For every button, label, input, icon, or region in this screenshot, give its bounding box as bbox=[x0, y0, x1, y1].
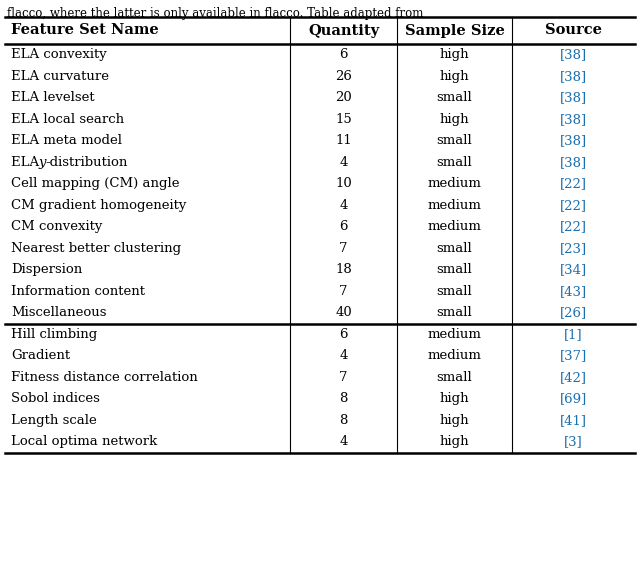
Text: high: high bbox=[440, 113, 469, 126]
Text: Sample Size: Sample Size bbox=[404, 24, 504, 37]
Text: medium: medium bbox=[428, 177, 481, 190]
Text: Nearest better clustering: Nearest better clustering bbox=[11, 242, 181, 255]
Text: small: small bbox=[436, 91, 472, 104]
Text: Sobol indices: Sobol indices bbox=[11, 392, 100, 405]
Text: medium: medium bbox=[428, 220, 481, 233]
Text: 6: 6 bbox=[339, 48, 348, 62]
Text: Information content: Information content bbox=[11, 285, 145, 298]
Text: 6: 6 bbox=[339, 328, 348, 341]
Text: ELA levelset: ELA levelset bbox=[11, 91, 95, 104]
Text: Local optima network: Local optima network bbox=[11, 435, 157, 448]
Text: 10: 10 bbox=[335, 177, 352, 190]
Text: 7: 7 bbox=[339, 242, 348, 255]
Text: y: y bbox=[38, 156, 45, 168]
Text: high: high bbox=[440, 435, 469, 448]
Text: 15: 15 bbox=[335, 113, 352, 126]
Text: small: small bbox=[436, 285, 472, 298]
Text: Cell mapping (CM) angle: Cell mapping (CM) angle bbox=[11, 177, 179, 190]
Text: Length scale: Length scale bbox=[11, 414, 97, 427]
Text: 11: 11 bbox=[335, 134, 352, 147]
Text: 20: 20 bbox=[335, 91, 352, 104]
Text: [3]: [3] bbox=[564, 435, 583, 448]
Text: 4: 4 bbox=[339, 435, 348, 448]
Text: Dispersion: Dispersion bbox=[11, 263, 83, 276]
Text: Fitness distance correlation: Fitness distance correlation bbox=[11, 371, 198, 384]
Text: 7: 7 bbox=[339, 285, 348, 298]
Text: [37]: [37] bbox=[560, 349, 587, 362]
Text: -distribution: -distribution bbox=[45, 156, 127, 168]
Text: CM gradient homogeneity: CM gradient homogeneity bbox=[11, 199, 186, 212]
Text: small: small bbox=[436, 371, 472, 384]
Text: [34]: [34] bbox=[560, 263, 587, 276]
Text: [42]: [42] bbox=[560, 371, 587, 384]
Text: small: small bbox=[436, 306, 472, 319]
Text: [69]: [69] bbox=[560, 392, 587, 405]
Text: [22]: [22] bbox=[560, 220, 587, 233]
Text: small: small bbox=[436, 263, 472, 276]
Text: [22]: [22] bbox=[560, 199, 587, 212]
Text: high: high bbox=[440, 48, 469, 62]
Text: small: small bbox=[436, 134, 472, 147]
Text: 4: 4 bbox=[339, 349, 348, 362]
Text: 8: 8 bbox=[339, 392, 348, 405]
Text: [22]: [22] bbox=[560, 177, 587, 190]
Text: 26: 26 bbox=[335, 70, 352, 83]
Text: [38]: [38] bbox=[560, 156, 587, 168]
Text: CM convexity: CM convexity bbox=[11, 220, 102, 233]
Text: Gradient: Gradient bbox=[11, 349, 70, 362]
Text: small: small bbox=[436, 156, 472, 168]
Text: Quantity: Quantity bbox=[308, 24, 379, 37]
Text: 7: 7 bbox=[339, 371, 348, 384]
Text: 18: 18 bbox=[335, 263, 352, 276]
Text: Miscellaneous: Miscellaneous bbox=[11, 306, 106, 319]
Text: [38]: [38] bbox=[560, 70, 587, 83]
Text: small: small bbox=[436, 242, 472, 255]
Text: ELA convexity: ELA convexity bbox=[11, 48, 107, 62]
Text: Source: Source bbox=[545, 24, 602, 37]
Text: 4: 4 bbox=[339, 199, 348, 212]
Text: medium: medium bbox=[428, 199, 481, 212]
Text: [43]: [43] bbox=[560, 285, 587, 298]
Text: Feature Set Name: Feature Set Name bbox=[11, 24, 159, 37]
Text: ELA curvature: ELA curvature bbox=[11, 70, 109, 83]
Text: high: high bbox=[440, 414, 469, 427]
Text: [41]: [41] bbox=[560, 414, 587, 427]
Text: high: high bbox=[440, 70, 469, 83]
Text: Hill climbing: Hill climbing bbox=[11, 328, 97, 341]
Text: 8: 8 bbox=[339, 414, 348, 427]
Text: high: high bbox=[440, 392, 469, 405]
Text: medium: medium bbox=[428, 349, 481, 362]
Text: 40: 40 bbox=[335, 306, 352, 319]
Text: [26]: [26] bbox=[560, 306, 587, 319]
Text: ELA local search: ELA local search bbox=[11, 113, 124, 126]
Text: [38]: [38] bbox=[560, 48, 587, 62]
Text: ELA meta model: ELA meta model bbox=[11, 134, 122, 147]
Text: medium: medium bbox=[428, 328, 481, 341]
Text: 4: 4 bbox=[339, 156, 348, 168]
Text: ELA: ELA bbox=[11, 156, 44, 168]
Text: flacco, where the latter is only available in flacco. Table adapted from: flacco, where the latter is only availab… bbox=[7, 7, 424, 20]
Text: [23]: [23] bbox=[560, 242, 587, 255]
Text: [38]: [38] bbox=[560, 134, 587, 147]
Text: [1]: [1] bbox=[564, 328, 583, 341]
Text: [38]: [38] bbox=[560, 113, 587, 126]
Text: 6: 6 bbox=[339, 220, 348, 233]
Text: [38]: [38] bbox=[560, 91, 587, 104]
